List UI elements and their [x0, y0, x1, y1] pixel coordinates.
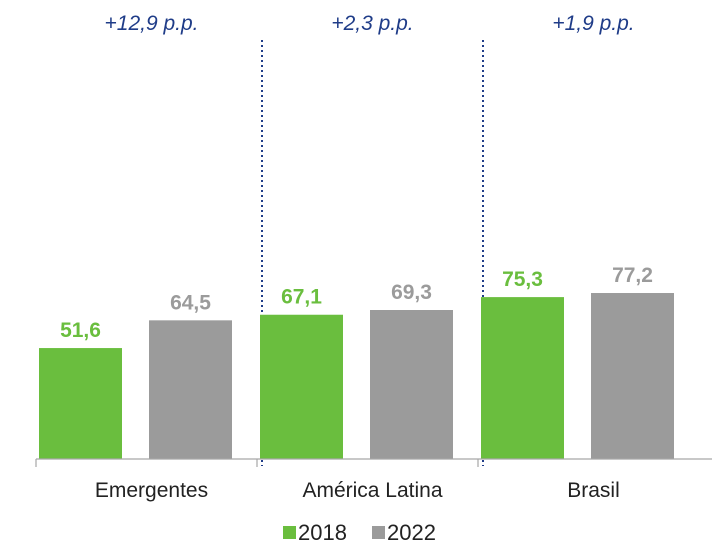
- data-label-2018-brasil: 75,3: [502, 268, 543, 291]
- category-labels-group: Emergentes América Latina Brasil: [95, 479, 620, 502]
- annotation-brasil: +1,9 p.p.: [552, 12, 634, 35]
- data-label-2018-america-latina: 67,1: [281, 286, 322, 309]
- annotations-group: +12,9 p.p. +2,3 p.p. +1,9 p.p.: [105, 12, 635, 35]
- annotation-emergentes: +12,9 p.p.: [105, 12, 199, 35]
- annotation-america-latina: +2,3 p.p.: [331, 12, 413, 35]
- data-label-2022-brasil: 77,2: [612, 264, 653, 287]
- data-label-2018-emergentes: 51,6: [60, 319, 101, 342]
- legend: 2018 2022: [283, 520, 436, 545]
- bar-2022-brasil: [591, 293, 674, 459]
- category-label-brasil: Brasil: [567, 479, 620, 502]
- bar-2018-emergentes: [39, 348, 122, 459]
- bar-2018-brasil: [481, 297, 564, 459]
- data-label-2022-emergentes: 64,5: [170, 291, 211, 314]
- category-label-america-latina: América Latina: [302, 479, 442, 502]
- bars-group: [39, 293, 674, 459]
- bar-2018-america-latina: [260, 314, 343, 459]
- bar-2022-emergentes: [149, 320, 232, 459]
- x-axis: [35, 458, 712, 467]
- legend-label-2018: 2018: [298, 520, 347, 545]
- category-label-emergentes: Emergentes: [95, 479, 208, 502]
- data-label-2022-america-latina: 69,3: [391, 281, 432, 304]
- bar-2022-america-latina: [370, 310, 453, 459]
- legend-swatch-2022: [372, 526, 385, 539]
- value-labels-group: 51,6 64,5 67,1 69,3 75,3 77,2: [60, 264, 653, 342]
- legend-label-2022: 2022: [387, 520, 436, 545]
- legend-swatch-2018: [283, 526, 296, 539]
